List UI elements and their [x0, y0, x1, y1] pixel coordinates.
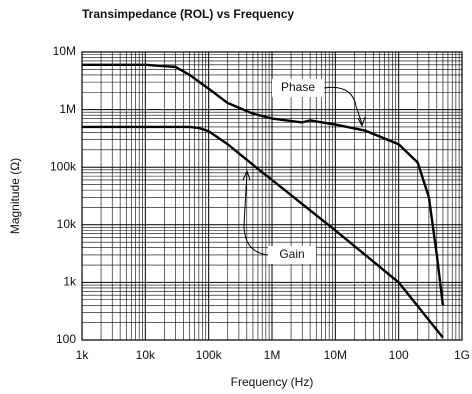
grid [81, 51, 463, 341]
x-axis-label: Frequency (Hz) [231, 375, 314, 389]
gain-arrow-head [242, 169, 251, 181]
phase-arrow-head [357, 116, 366, 128]
x-tick-label: 100k [196, 348, 223, 362]
x-tick-label: 1k [76, 348, 90, 362]
series-line [82, 63, 445, 306]
y-tick-label: 10M [53, 44, 76, 58]
x-tick-label: 1M [264, 348, 281, 362]
x-tick-label: 10k [136, 348, 156, 362]
y-tick-label: 1k [63, 275, 77, 289]
y-tick-label: 1M [59, 102, 76, 116]
y-tick-label: 10k [57, 217, 77, 231]
y-tick-label: 100k [50, 159, 77, 173]
phase-label-box [272, 79, 324, 97]
y-axis-label: Magnitude (Ω) [8, 158, 22, 234]
annotations: Phase Gain [242, 79, 366, 264]
gain-label-box [268, 246, 316, 264]
x-tick-label: 10M [324, 348, 347, 362]
lines [82, 63, 445, 339]
phase-label: Phase [281, 80, 315, 94]
phase-arrow [323, 86, 363, 125]
x-tick-label: 1G [454, 348, 470, 362]
plot-frame [81, 51, 463, 341]
y-tick-label: 100 [56, 332, 76, 346]
x-tick-label: 100 [389, 348, 409, 362]
chart-title: Transimpedance (ROL) vs Frequency [82, 7, 294, 21]
gain-label: Gain [279, 247, 304, 261]
series-line [82, 125, 444, 339]
gain-arrow [243, 171, 269, 256]
